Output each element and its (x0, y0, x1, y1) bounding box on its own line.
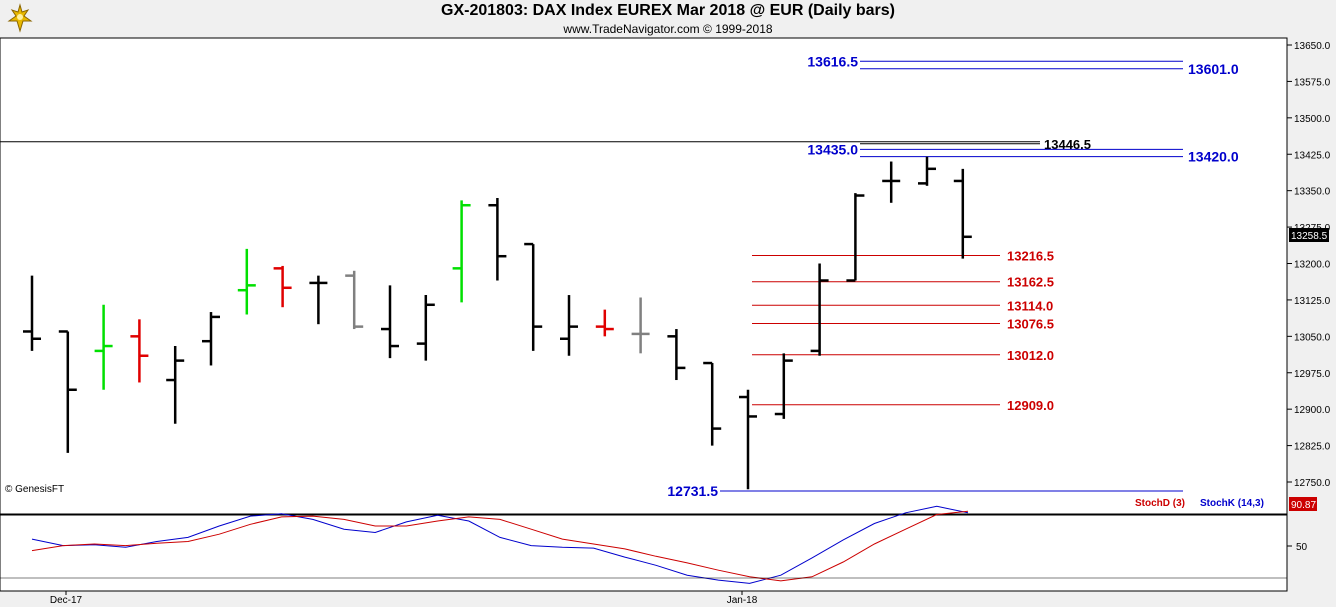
ohlc-bar (130, 319, 149, 383)
price-tick-label: 13500.0 (1294, 114, 1331, 125)
level-label: 13162.5 (1007, 275, 1054, 290)
level-label: 13216.5 (1007, 248, 1054, 263)
ohlc-bar (882, 161, 901, 203)
ohlc-bar (953, 168, 972, 259)
price-tick-label: 13350.0 (1294, 187, 1331, 198)
level-label: 12731.5 (667, 483, 718, 499)
ohlc-bar (810, 263, 829, 356)
ohlc-bar (237, 248, 256, 315)
ohlc-bar (166, 346, 185, 424)
price-tick-label: 13425.0 (1294, 150, 1331, 161)
stoch-tick-label: 50 (1296, 542, 1308, 553)
ohlc-bar (309, 275, 328, 325)
ohlc-bar (452, 200, 471, 303)
stoch-last-value-label: 90.87 (1291, 500, 1316, 511)
ohlc-bar (524, 242, 543, 351)
level-label: 13076.5 (1007, 316, 1054, 331)
ohlc-bar (595, 309, 614, 337)
ohlc-bar (846, 193, 865, 282)
price-tick-label: 12825.0 (1294, 442, 1331, 453)
ohlc-bar (58, 330, 77, 453)
chart-header: GX-201803: DAX Index EUREX Mar 2018 @ EU… (0, 0, 1336, 38)
level-label: 12909.0 (1007, 398, 1054, 413)
price-panel (0, 37, 1288, 515)
level-label: 13616.5 (807, 53, 858, 69)
stochd-line (31, 510, 969, 582)
ohlc-bar (273, 265, 292, 308)
price-tick-label: 12975.0 (1294, 369, 1331, 380)
stochastic-lines (0, 505, 1287, 584)
chart-subtitle: www.TradeNavigator.com © 1999-2018 (563, 22, 773, 36)
level-label: 13114.0 (1007, 298, 1053, 313)
x-tick-label: Jan-18 (727, 595, 758, 606)
ohlc-bar (703, 361, 722, 446)
ohlc-bar (488, 197, 507, 281)
ohlc-bars (23, 156, 972, 490)
level-label: 13420.0 (1188, 149, 1239, 165)
x-tick-label: Dec-17 (50, 595, 83, 606)
ohlc-bar (667, 329, 686, 381)
ohlc-bar (381, 285, 399, 359)
ohlc-bar (918, 156, 936, 186)
ohlc-bar (416, 295, 435, 361)
last-price-badge (1289, 228, 1329, 242)
ohlc-bar (560, 295, 578, 356)
ohlc-bar (94, 304, 113, 390)
last-price-label: 13258.5 (1291, 231, 1328, 242)
legend-stochk: StochK (14,3) (1200, 498, 1264, 509)
price-tick-label: 13050.0 (1294, 332, 1331, 343)
ohlc-bar (739, 389, 757, 490)
trade-navigator-logo-icon (4, 2, 36, 34)
ohlc-bar (23, 275, 41, 351)
genesis-watermark: © GenesisFT (5, 484, 64, 495)
price-tick-label: 12750.0 (1294, 478, 1331, 489)
level-label: 13012.0 (1007, 348, 1054, 363)
ohlc-bar (774, 353, 793, 419)
ohlc-bar (345, 270, 364, 330)
ohlc-bar (202, 312, 220, 366)
price-tick-label: 13575.0 (1294, 77, 1331, 88)
stochk-line (31, 505, 969, 584)
price-tick-label: 12900.0 (1294, 405, 1331, 416)
level-label: 13435.0 (807, 141, 858, 157)
chart-title: GX-201803: DAX Index EUREX Mar 2018 @ EU… (441, 2, 895, 19)
price-tick-label: 13125.0 (1294, 296, 1331, 307)
x-axis-labels: Dec-17 Jan-18 (50, 591, 758, 606)
price-tick-label: 13650.0 (1294, 41, 1331, 52)
stoch-last-value-badge (1289, 497, 1317, 511)
price-tick-label: 13200.0 (1294, 260, 1331, 271)
price-levels: 13616.5 13601.0 13446.5 13435.0 13420.0 13216… (0, 53, 1239, 499)
x-axis-panel (0, 592, 1336, 607)
legend-stochd: StochD (3) (1135, 498, 1185, 509)
ohlc-bar (631, 297, 650, 354)
level-label: 13446.5 (1044, 137, 1091, 152)
level-label: 13601.0 (1188, 61, 1239, 77)
